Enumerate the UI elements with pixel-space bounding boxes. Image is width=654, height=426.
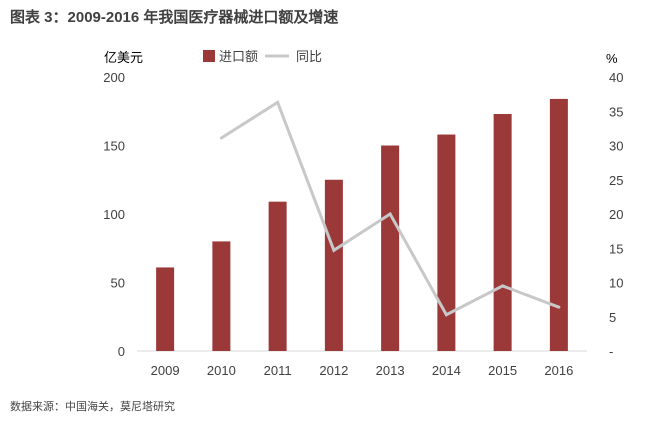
x-tick-label: 2014 <box>432 363 461 378</box>
point-yoy <box>444 313 448 317</box>
bar-imports <box>493 113 512 352</box>
legend-label-imports: 进口额 <box>219 49 258 64</box>
y-right-tick-label: 35 <box>609 104 623 119</box>
y-right-tick-label: - <box>609 344 613 359</box>
x-tick-label: 2012 <box>319 363 348 378</box>
figure-title: 图表 3：2009-2016 年我国医疗器械进口额及增速 <box>10 9 339 26</box>
x-ticks: 2009 2010 2011 2012 2013 2014 2015 2016 <box>151 363 574 378</box>
x-tick-label: 2010 <box>207 363 236 378</box>
x-tick-label: 2016 <box>544 363 573 378</box>
point-yoy <box>501 284 505 288</box>
point-yoy <box>557 305 561 309</box>
bar-imports <box>268 201 287 351</box>
y-left-unit: 亿美元 <box>104 50 143 65</box>
y-left-tick-label: 0 <box>118 344 125 359</box>
y-left-tick-label: 150 <box>103 139 125 154</box>
source-note: 数据来源：中国海关，莫尼塔研究 <box>10 401 175 413</box>
bar-imports <box>549 98 568 351</box>
y-right-tick-label: 5 <box>609 310 616 325</box>
legend-label-yoy: 同比 <box>296 49 322 64</box>
legend-swatch-imports <box>203 50 215 62</box>
y-right-tick-label: 25 <box>609 173 623 188</box>
y-right-ticks: - 5 10 15 20 25 30 35 40 <box>609 70 623 359</box>
legend: 进口额 同比 <box>203 49 322 64</box>
x-tick-label: 2011 <box>264 363 292 378</box>
y-left-tick-label: 200 <box>103 70 125 85</box>
bar-imports <box>437 134 456 351</box>
bars <box>156 98 568 352</box>
point-yoy <box>332 248 336 252</box>
y-left-tick-label: 50 <box>111 276 125 291</box>
bar-imports <box>324 179 343 351</box>
y-right-tick-label: 15 <box>609 241 623 256</box>
y-right-tick-label: 30 <box>609 139 623 154</box>
y-right-unit: % <box>606 51 618 66</box>
y-left-ticks: 0 50 100 150 200 <box>103 70 125 359</box>
y-right-tick-label: 40 <box>609 70 623 85</box>
bar-imports <box>212 241 231 351</box>
yoy-line <box>219 100 561 317</box>
point-yoy <box>219 136 223 140</box>
y-left-tick-label: 100 <box>103 207 125 222</box>
bar-imports <box>381 145 400 351</box>
point-yoy <box>276 100 280 104</box>
x-tick-label: 2013 <box>376 363 405 378</box>
x-tick-label: 2009 <box>151 363 180 378</box>
y-right-tick-label: 10 <box>609 276 623 291</box>
point-yoy <box>388 212 392 216</box>
y-right-tick-label: 20 <box>609 207 623 222</box>
bar-imports <box>156 267 175 351</box>
x-tick-label: 2015 <box>488 363 517 378</box>
